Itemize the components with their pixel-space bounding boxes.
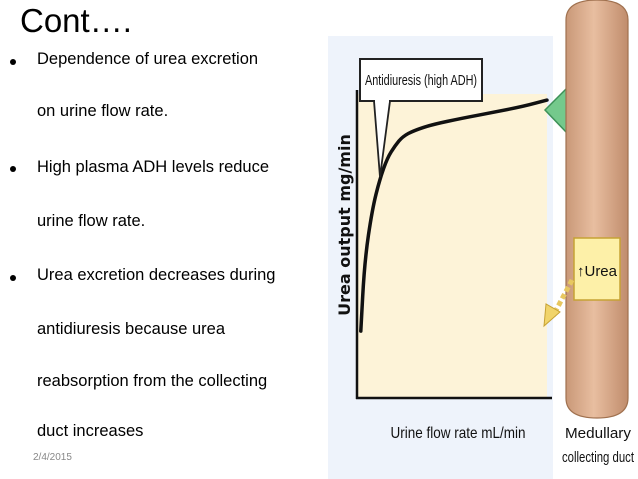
x-axis-label: Urine flow rate mL/min bbox=[391, 425, 526, 442]
duct-label-line-2: collecting duct bbox=[562, 449, 635, 466]
slide-title: Cont…. bbox=[20, 2, 132, 39]
bullet-marker bbox=[10, 275, 16, 281]
y-axis-label: Urea output mg/min bbox=[335, 134, 354, 316]
plot-area bbox=[357, 94, 547, 398]
duct-label-line-1: Medullary bbox=[565, 425, 632, 442]
urea-box bbox=[573, 237, 621, 301]
bullet-1-line-2: on urine flow rate. bbox=[37, 102, 169, 120]
bullet-3-line-2: antidiuresis because urea bbox=[37, 320, 226, 338]
urea-excretion-figure: Urea output mg/min Urine flow rate mL/mi… bbox=[328, 0, 635, 479]
bullet-marker bbox=[10, 59, 16, 65]
bullet-3-line-4: duct increases bbox=[37, 422, 144, 440]
bullet-2-line-2: urine flow rate. bbox=[37, 212, 146, 230]
series-line-antidiuresis bbox=[359, 98, 549, 333]
callout-box bbox=[359, 58, 483, 102]
bullet-2-line-1: High plasma ADH levels reduce bbox=[37, 158, 270, 176]
urea-arrow-icon bbox=[543, 278, 575, 328]
urea-label: ↑Urea bbox=[577, 263, 618, 280]
callout-text: Antidiuresis (high ADH) bbox=[365, 72, 477, 89]
bullet-1-line-1: Dependence of urea excretion bbox=[37, 50, 259, 68]
collecting-duct-cylinder bbox=[565, 0, 629, 419]
bullet-marker bbox=[10, 166, 16, 172]
slide-date: 2/4/2015 bbox=[33, 452, 72, 463]
bullet-3-line-1: Urea excretion decreases during bbox=[37, 266, 276, 284]
bullet-3-line-3: reabsorption from the collecting bbox=[37, 372, 268, 390]
